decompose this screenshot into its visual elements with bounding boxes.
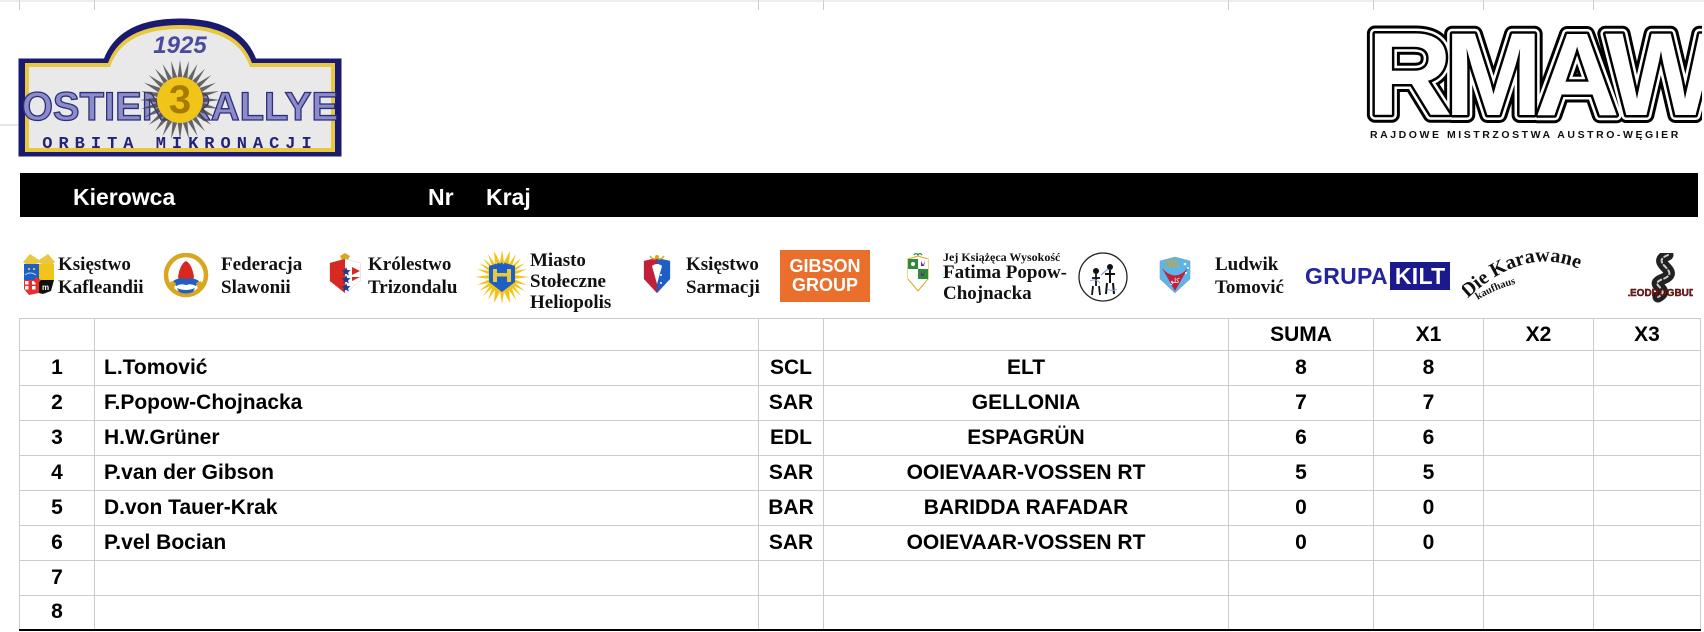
svg-text:ORBITA MIKRONACJI: ORBITA MIKRONACJI [42,135,317,154]
svg-text:كلو: كلو [1169,277,1180,285]
svg-text:RAJDOWE MISTRZOSTWA AUSTRO-WĘG: RAJDOWE MISTRZOSTWA AUSTRO-WĘGIER [1370,129,1681,141]
svg-text:3: 3 [169,78,191,122]
svg-text:m: m [42,283,49,292]
svg-text:LEODROGBUD: LEODROGBUD [1628,288,1693,299]
